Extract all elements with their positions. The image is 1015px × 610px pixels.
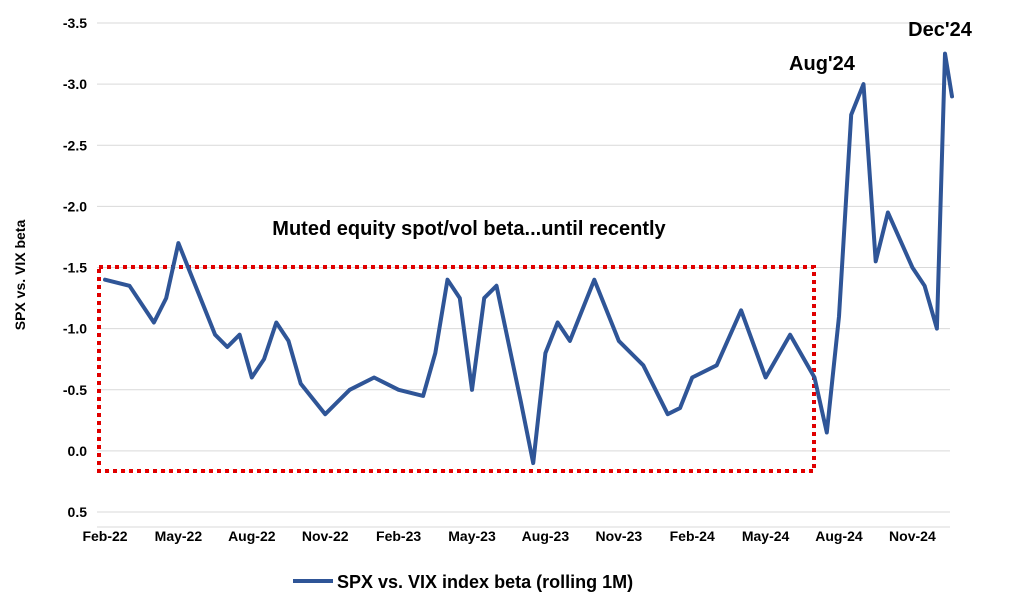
legend-entry: SPX vs. VIX index beta (rolling 1M)	[337, 572, 633, 592]
series-line-spx-vix-beta	[103, 51, 954, 466]
x-tick-label: May-23	[448, 528, 496, 544]
y-tick-label: -2.5	[63, 137, 87, 153]
y-tick-label: -1.5	[63, 260, 87, 276]
box-annotation-label: Muted equity spot/vol beta...until recen…	[272, 218, 666, 240]
x-tick-label: Nov-24	[889, 528, 936, 544]
y-tick-label: -2.0	[63, 198, 87, 214]
highlight-box	[97, 265, 816, 473]
x-tick-label: Nov-23	[595, 528, 642, 544]
y-axis-tick-labels: -3.5 -3.0 -2.5 -2.0 -1.5 -1.0 -0.5 0.0 0.5	[63, 15, 87, 520]
y-tick-label: -1.0	[63, 321, 87, 337]
y-tick-label: -3.5	[63, 15, 87, 31]
y-axis-label: SPX vs. VIX beta	[12, 220, 28, 331]
dec24-peak-label: Dec'24	[908, 19, 973, 41]
y-tick-label: 0.5	[68, 504, 88, 520]
x-tick-label: May-22	[155, 528, 203, 544]
y-tick-label: 0.0	[68, 443, 88, 459]
y-tick-label: -3.0	[63, 76, 87, 92]
x-tick-label: Feb-22	[82, 528, 127, 544]
x-tick-label: May-24	[742, 528, 790, 544]
x-axis-tick-labels: Feb-22 May-22 Aug-22 Nov-22 Feb-23 May-23 Aug-…	[82, 528, 936, 544]
x-tick-label: Aug-24	[815, 528, 863, 544]
x-tick-label: Nov-22	[302, 528, 349, 544]
y-tick-label: -0.5	[63, 382, 87, 398]
legend: SPX vs. VIX index beta (rolling 1M)	[293, 572, 633, 592]
x-tick-label: Feb-23	[376, 528, 421, 544]
x-tick-label: Aug-23	[522, 528, 570, 544]
x-tick-label: Aug-22	[228, 528, 276, 544]
x-tick-label: Feb-24	[670, 528, 715, 544]
aug24-peak-label: Aug'24	[789, 53, 856, 75]
